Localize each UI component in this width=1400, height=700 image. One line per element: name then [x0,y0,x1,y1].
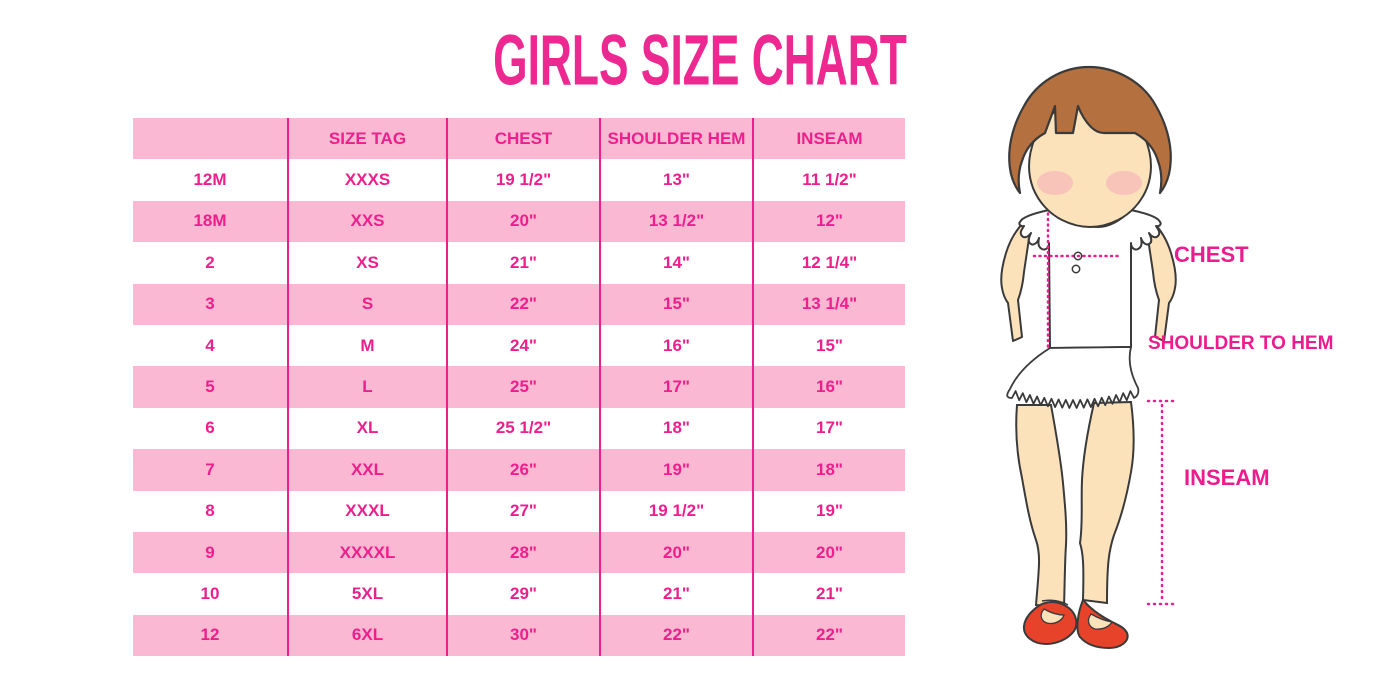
svg-text:SHOULDER TO HEM: SHOULDER TO HEM [1148,333,1333,354]
svg-text:CHEST: CHEST [1174,242,1249,267]
svg-text:INSEAM: INSEAM [1184,465,1270,490]
